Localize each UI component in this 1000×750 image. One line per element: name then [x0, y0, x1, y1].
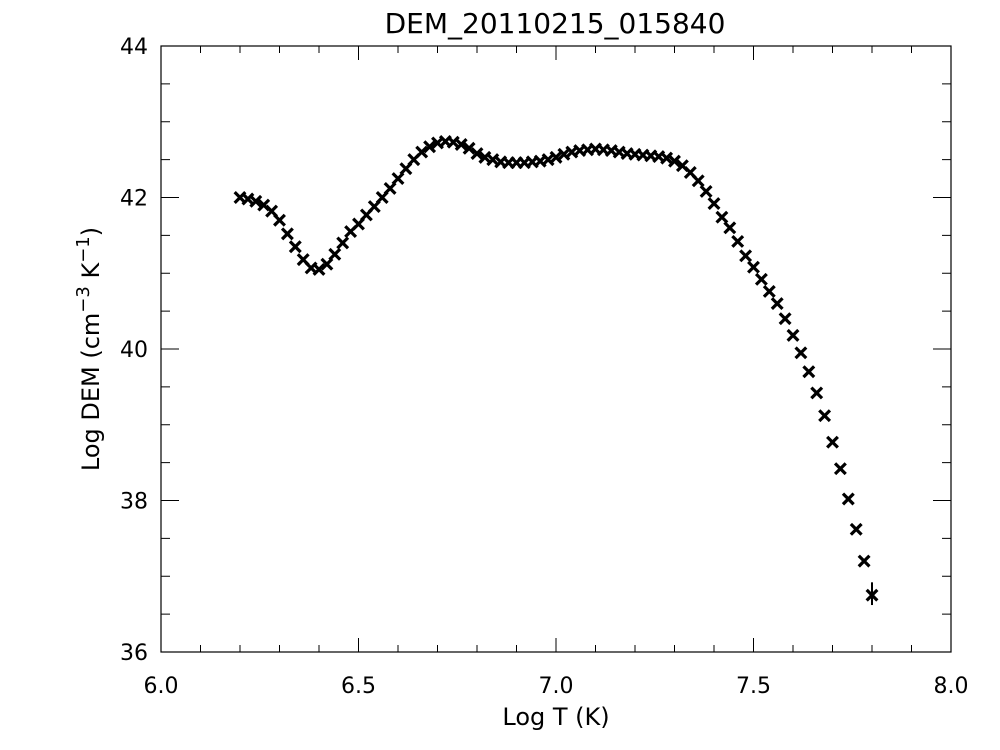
y-tick-label: 36 — [120, 641, 148, 666]
data-point — [841, 492, 855, 506]
data-point — [786, 328, 800, 342]
data-point — [723, 221, 737, 235]
x-tick-label: 6.5 — [341, 674, 376, 699]
data-point — [849, 522, 863, 536]
data-point — [423, 140, 437, 154]
y-tick-label: 38 — [120, 490, 148, 515]
data-point — [660, 151, 674, 165]
data-point — [833, 462, 847, 476]
x-tick-label: 6.0 — [144, 674, 179, 699]
data-point — [810, 386, 824, 400]
data-point — [391, 172, 405, 186]
data-point — [502, 156, 516, 170]
data-point — [375, 191, 389, 204]
data-point — [549, 150, 563, 164]
x-tick-label: 7.5 — [736, 674, 771, 699]
y-axis-label-exp2: −1 — [73, 236, 94, 263]
data-point — [336, 236, 350, 250]
data-point — [367, 200, 381, 214]
data-point — [754, 272, 768, 286]
data-point — [399, 162, 413, 176]
data-point — [731, 234, 745, 248]
y-tick-label: 42 — [120, 187, 148, 212]
data-point — [280, 227, 294, 241]
data-point — [802, 365, 816, 379]
x-tick-label: 7.0 — [539, 674, 574, 699]
y-axis-label-middle: K — [77, 262, 105, 287]
data-point — [747, 260, 760, 274]
data-point — [470, 147, 484, 161]
plot-frame — [160, 45, 952, 653]
y-axis-label-suffix: ) — [77, 227, 105, 236]
data-point — [273, 213, 286, 227]
data-point — [510, 156, 523, 170]
data-point — [691, 174, 705, 188]
data-point — [865, 588, 879, 602]
y-tick-label: 44 — [120, 35, 148, 60]
data-point — [826, 435, 839, 449]
data-point — [739, 249, 753, 263]
data-point — [794, 346, 808, 360]
y-tick-labels: 36 38 40 42 44 — [120, 35, 148, 666]
x-tick-labels: 6.0 6.5 7.0 7.5 8.0 — [144, 674, 969, 699]
data-point — [762, 284, 776, 298]
data-point — [328, 247, 342, 261]
data-point — [818, 409, 832, 423]
data-points — [233, 134, 879, 602]
data-point — [265, 204, 279, 218]
data-point — [415, 145, 429, 159]
data-point — [383, 181, 397, 195]
axis-ticks — [160, 45, 952, 653]
chart-title: DEM_20110215_015840 — [385, 7, 726, 40]
data-point — [699, 184, 713, 198]
y-axis-label-prefix: Log DEM (cm — [77, 313, 105, 471]
data-point — [668, 154, 681, 168]
y-axis-label: Log DEM (cm−3 K−1) — [73, 227, 105, 471]
data-point — [462, 141, 476, 155]
data-point — [770, 297, 784, 311]
data-point — [707, 197, 721, 211]
data-point — [320, 257, 334, 271]
data-point — [778, 312, 792, 326]
data-point — [857, 554, 871, 568]
x-axis-label: Log T (K) — [502, 703, 609, 731]
data-point — [288, 240, 302, 254]
data-point — [312, 263, 326, 276]
data-point — [454, 138, 468, 151]
y-axis-label-exp1: −3 — [73, 286, 94, 313]
data-point — [715, 210, 729, 224]
data-point — [249, 194, 263, 208]
y-tick-label: 40 — [120, 338, 148, 363]
x-tick-label: 8.0 — [934, 674, 969, 699]
data-point — [352, 217, 365, 231]
